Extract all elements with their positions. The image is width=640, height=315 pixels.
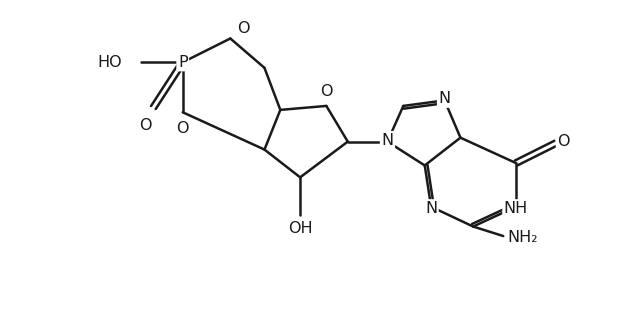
Text: N: N xyxy=(425,201,437,216)
Text: NH₂: NH₂ xyxy=(507,230,538,245)
Text: O: O xyxy=(320,84,333,99)
Text: OH: OH xyxy=(288,221,312,237)
Text: O: O xyxy=(557,134,570,149)
Text: O: O xyxy=(237,21,250,36)
Text: O: O xyxy=(177,121,189,136)
Text: P: P xyxy=(178,55,188,70)
Text: HO: HO xyxy=(98,55,122,70)
Text: N: N xyxy=(438,91,451,106)
Text: NH: NH xyxy=(504,201,528,216)
Text: O: O xyxy=(139,118,152,133)
Text: N: N xyxy=(381,133,394,147)
